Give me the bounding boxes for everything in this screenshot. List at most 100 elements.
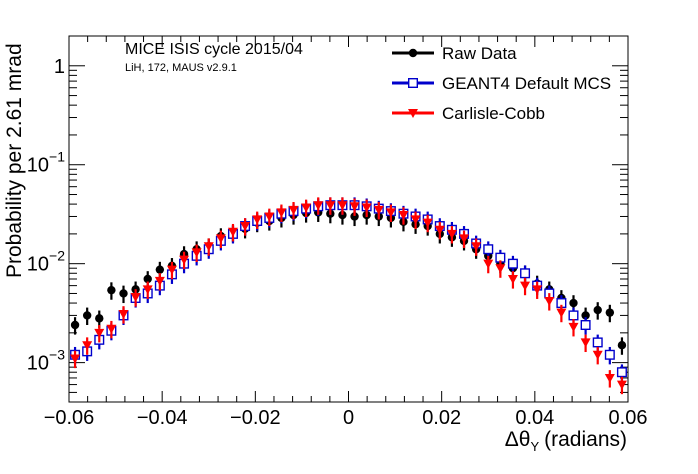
- carlisle-cobb-data-point: [203, 242, 214, 252]
- carlisle-cobb-data-point: [592, 350, 603, 360]
- legend-entry: Raw Data: [392, 44, 517, 63]
- x-tick-label: 0.02: [422, 407, 461, 429]
- carlisle-cobb-data-point: [459, 234, 470, 244]
- legend-entry: GEANT4 Default MCS: [392, 74, 611, 93]
- carlisle-cobb-data-point: [313, 201, 324, 211]
- raw-data-point: [119, 289, 128, 298]
- carlisle-cobb-data-point: [142, 285, 153, 295]
- carlisle-cobb-data-point: [276, 208, 287, 218]
- raw-data-point: [155, 265, 165, 274]
- x-tick-label: 0: [343, 407, 354, 429]
- raw-data-point: [569, 298, 578, 308]
- series-geant4-default-mcs: [70, 197, 627, 382]
- carlisle-cobb-data-point: [422, 218, 433, 228]
- carlisle-cobb-data-point: [373, 205, 384, 215]
- carlisle-cobb-data-point: [616, 380, 627, 390]
- annotation-main: MICE ISIS cycle 2015/04: [125, 41, 303, 58]
- raw-data-point: [350, 212, 359, 221]
- legend-entry: Carlisle-Cobb: [392, 104, 545, 123]
- raw-data-point: [95, 314, 104, 323]
- raw-data-point: [408, 48, 418, 58]
- carlisle-cobb-data-point: [215, 234, 226, 244]
- carlisle-cobb-data-point: [385, 208, 396, 218]
- geant4-data-point: [592, 337, 603, 348]
- carlisle-cobb-data-point: [70, 354, 81, 364]
- x-tick-label: −0.04: [137, 407, 188, 429]
- series-raw-data: [70, 204, 627, 355]
- carlisle-cobb-data-point: [301, 203, 312, 213]
- carlisle-cobb-data-point: [408, 109, 418, 118]
- series-carlisle-cobb: [70, 197, 627, 395]
- geant4-data-point: [568, 310, 579, 321]
- geant4-data-point: [580, 320, 591, 331]
- carlisle-cobb-data-point: [532, 285, 543, 295]
- carlisle-cobb-data-point: [240, 222, 251, 232]
- geant4-data-point: [507, 258, 518, 269]
- y-tick-label: 10−2: [27, 248, 65, 276]
- raw-data-point: [143, 274, 152, 284]
- x-axis-title-symbol: Δθ: [505, 428, 531, 451]
- x-axis-title-subscript: Y: [530, 439, 539, 454]
- raw-data-point: [605, 308, 615, 317]
- carlisle-cobb-data-point: [166, 265, 177, 275]
- carlisle-cobb-data-point: [434, 225, 445, 235]
- carlisle-cobb-data-point: [446, 229, 457, 239]
- y-axis-title: Probability per 2.61 mrad: [3, 43, 26, 278]
- x-tick-label: −0.02: [230, 407, 281, 429]
- carlisle-cobb-data-point: [556, 308, 567, 318]
- series-layer: [70, 197, 627, 395]
- carlisle-cobb-data-point: [325, 201, 336, 211]
- carlisle-cobb-data-point: [580, 338, 591, 348]
- x-tick-label: −0.06: [44, 407, 95, 429]
- legend: Raw Data GEANT4 Default MCS Carlisle-Cobb: [392, 44, 611, 123]
- y-tick-label: 10−1: [27, 149, 65, 177]
- x-axis-title: ΔθY (radians): [505, 428, 627, 454]
- raw-data-point: [338, 210, 347, 220]
- carlisle-cobb-data-point: [264, 212, 275, 222]
- y-tick-label: 10−3: [27, 347, 65, 375]
- carlisle-cobb-data-point: [349, 202, 360, 212]
- carlisle-cobb-data-point: [361, 203, 372, 213]
- carlisle-cobb-data-point: [544, 296, 555, 306]
- x-tick-label: 0.06: [609, 407, 648, 429]
- geant4-data-point: [604, 349, 615, 360]
- carlisle-cobb-data-point: [118, 310, 129, 320]
- raw-data-point: [581, 311, 590, 320]
- geant4-data-point: [616, 367, 627, 378]
- x-axis-title-unit: (radians): [544, 428, 627, 451]
- legend-label: Raw Data: [442, 44, 517, 63]
- tick-labels: −0.06 −0.04 −0.02 0 0.02 0.04 0.06 1 10−1 10−2 10−…: [27, 56, 648, 429]
- raw-data-point: [593, 305, 602, 315]
- y-tick-label: 1: [54, 56, 65, 78]
- carlisle-cobb-data-point: [495, 264, 506, 274]
- carlisle-cobb-data-point: [471, 242, 482, 252]
- carlisle-cobb-data-point: [507, 275, 518, 285]
- x-tick-label: 0.04: [515, 407, 554, 429]
- carlisle-cobb-data-point: [191, 248, 202, 258]
- carlisle-cobb-data-point: [252, 215, 263, 225]
- carlisle-cobb-data-point: [337, 201, 348, 211]
- carlisle-cobb-data-point: [410, 215, 421, 225]
- raw-data-point: [70, 320, 80, 330]
- carlisle-cobb-data-point: [520, 281, 531, 291]
- geant4-data-point: [483, 244, 494, 255]
- carlisle-cobb-data-point: [94, 328, 105, 338]
- legend-label: GEANT4 Default MCS: [442, 74, 611, 93]
- raw-data-point: [107, 285, 116, 295]
- carlisle-cobb-data-point: [154, 276, 165, 286]
- carlisle-cobb-data-point: [106, 324, 117, 334]
- carlisle-cobb-data-point: [130, 293, 141, 303]
- carlisle-cobb-data-point: [398, 211, 409, 221]
- carlisle-cobb-data-point: [288, 205, 299, 215]
- annotation-sub: LiH, 172, MAUS v2.9.1: [125, 62, 237, 74]
- carlisle-cobb-data-point: [568, 322, 579, 332]
- legend-label: Carlisle-Cobb: [442, 104, 545, 123]
- geant4-data-point: [408, 77, 419, 88]
- raw-data-point: [82, 311, 92, 320]
- carlisle-cobb-data-point: [179, 255, 190, 265]
- axis-ticks: [68, 35, 629, 403]
- carlisle-cobb-data-point: [604, 373, 615, 383]
- carlisle-cobb-data-point: [227, 227, 238, 237]
- geant4-data-point: [520, 268, 531, 279]
